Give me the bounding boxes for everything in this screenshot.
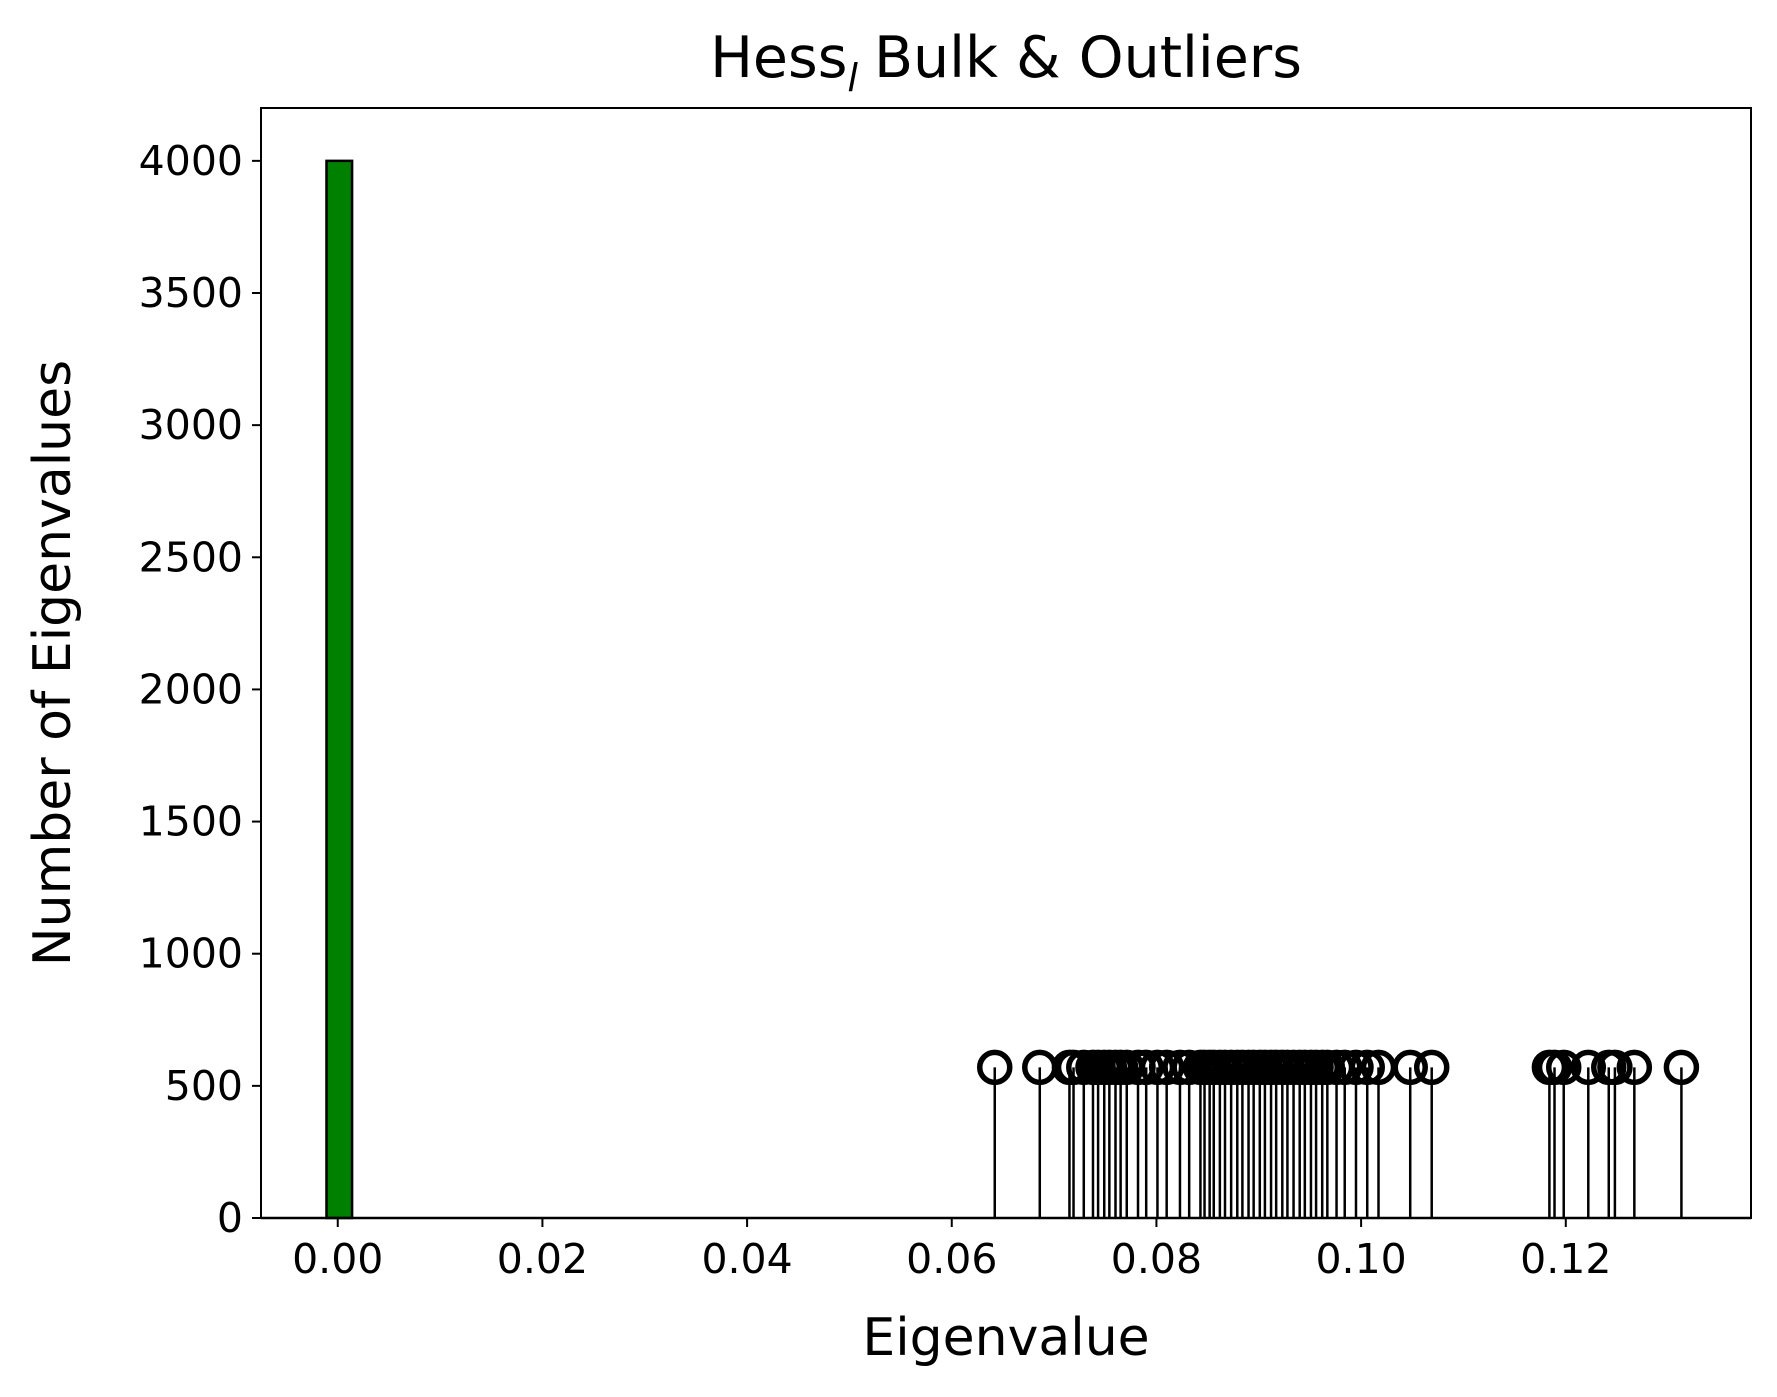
stem-marker xyxy=(1570,1049,1607,1086)
y-tick-label: 2000 xyxy=(139,665,243,713)
y-tick-label: 1500 xyxy=(139,798,243,846)
stem-marker xyxy=(1545,1049,1582,1086)
y-tick-label: 1000 xyxy=(139,930,243,978)
plot-frame xyxy=(260,107,1752,1219)
x-tick-label: 0.12 xyxy=(1520,1235,1611,1283)
stem-marker xyxy=(1663,1049,1700,1086)
x-tick-label: 0.06 xyxy=(906,1235,997,1283)
chart-title: Hessl Bulk & Outliers xyxy=(710,25,1302,100)
stem-marker xyxy=(1128,1049,1164,1086)
stem-marker xyxy=(976,1049,1013,1086)
y-tick-label: 0 xyxy=(217,1194,243,1242)
y-tick-label: 3500 xyxy=(139,269,243,317)
stem-marker xyxy=(1338,1049,1374,1086)
stem-marker xyxy=(1413,1049,1450,1086)
x-tick-label: 0.00 xyxy=(292,1235,383,1283)
x-tick-label: 0.02 xyxy=(497,1235,588,1283)
stem-marker xyxy=(1349,1049,1385,1086)
y-axis-label: Number of Eigenvalues xyxy=(23,360,83,966)
x-tick-label: 0.10 xyxy=(1315,1235,1406,1283)
y-tick-label: 500 xyxy=(165,1062,243,1110)
title-main: Hess xyxy=(710,25,847,91)
y-tick-label: 4000 xyxy=(139,137,243,185)
stem-marker xyxy=(1148,1049,1185,1086)
stem-marker xyxy=(1597,1049,1633,1086)
x-axis-label: Eigenvalue xyxy=(862,1308,1149,1368)
histogram-bar xyxy=(325,159,354,1220)
title-subscript: l xyxy=(847,56,858,100)
y-tick-label: 2500 xyxy=(139,533,243,581)
stem-marker xyxy=(1392,1049,1428,1086)
x-tick-label: 0.04 xyxy=(701,1235,792,1283)
title-rest: Bulk & Outliers xyxy=(874,25,1302,91)
x-tick-label: 0.08 xyxy=(1111,1235,1202,1283)
stem-marker xyxy=(1326,1049,1363,1086)
y-tick-label: 3000 xyxy=(139,401,243,449)
stem-marker xyxy=(1616,1049,1653,1086)
